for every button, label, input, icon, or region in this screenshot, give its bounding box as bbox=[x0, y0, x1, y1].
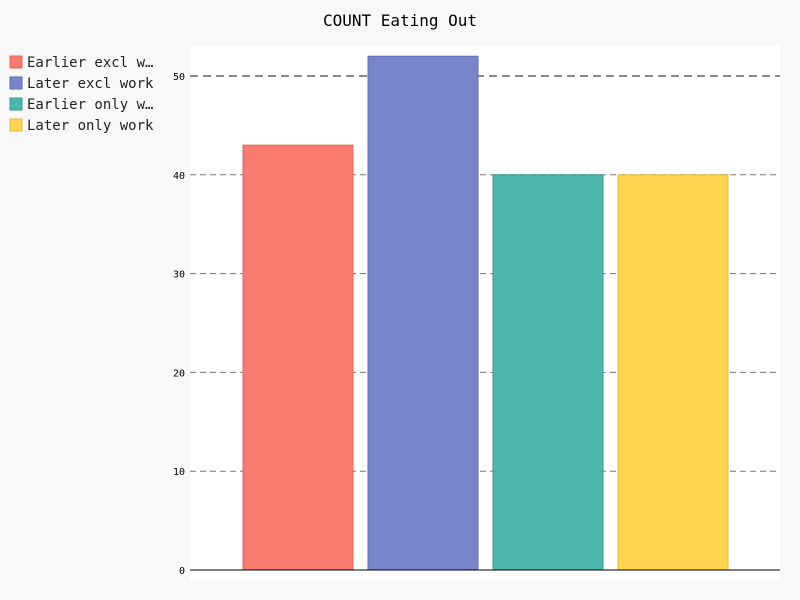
bar-2[interactable] bbox=[367, 55, 479, 571]
bar-4[interactable] bbox=[617, 174, 729, 571]
bar-1[interactable] bbox=[242, 144, 354, 571]
bars bbox=[242, 55, 729, 571]
legend-swatch-3 bbox=[9, 97, 23, 111]
y-tick-label: 40 bbox=[173, 171, 185, 182]
legend-swatch-4 bbox=[9, 118, 23, 132]
bar-3[interactable] bbox=[492, 174, 604, 571]
y-tick-label: 0 bbox=[179, 566, 185, 577]
legend-swatch-2 bbox=[9, 76, 23, 90]
chart-title: COUNT Eating Out bbox=[323, 11, 477, 30]
y-axis-ticks: 0 10 20 30 40 50 bbox=[173, 72, 185, 577]
y-tick-label: 30 bbox=[173, 270, 185, 281]
legend-label-4: Later only work bbox=[27, 118, 154, 134]
legend-label-2: Later excl work bbox=[27, 76, 154, 92]
legend-label-3: Earlier only w… bbox=[27, 97, 153, 113]
legend-label-1: Earlier excl w… bbox=[27, 55, 153, 71]
y-tick-label: 20 bbox=[173, 368, 185, 379]
legend-swatch-1 bbox=[9, 55, 23, 69]
legend: Earlier excl w… Later excl work Earlier on… bbox=[9, 55, 154, 134]
y-tick-label: 10 bbox=[173, 467, 185, 478]
y-tick-label: 50 bbox=[173, 72, 185, 83]
